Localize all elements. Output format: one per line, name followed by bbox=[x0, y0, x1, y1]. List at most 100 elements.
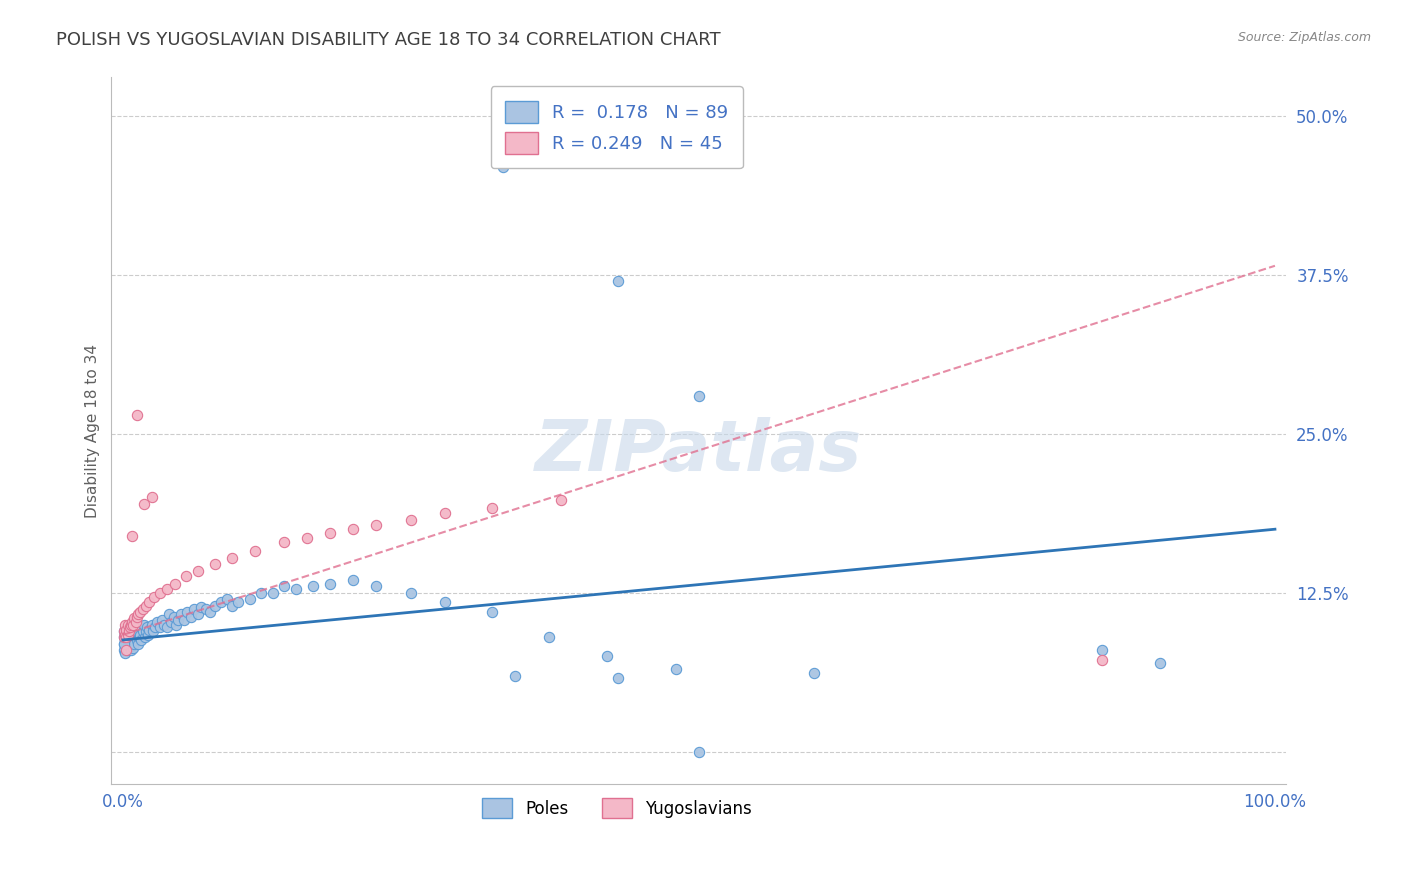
Point bbox=[1091, 643, 1114, 657]
Point bbox=[160, 615, 183, 629]
Point bbox=[135, 624, 157, 638]
Point bbox=[115, 640, 138, 655]
Point bbox=[688, 745, 710, 759]
Point bbox=[115, 643, 138, 657]
Point bbox=[118, 620, 141, 634]
Point bbox=[112, 631, 135, 645]
Point bbox=[117, 617, 139, 632]
Point bbox=[114, 632, 136, 647]
Point bbox=[167, 613, 190, 627]
Point bbox=[124, 611, 146, 625]
Point bbox=[153, 617, 176, 632]
Point bbox=[122, 632, 145, 647]
Point bbox=[138, 623, 160, 637]
Point bbox=[115, 631, 138, 645]
Point bbox=[1149, 656, 1171, 670]
Point bbox=[143, 590, 166, 604]
Point bbox=[115, 631, 138, 645]
Point bbox=[129, 628, 152, 642]
Point bbox=[124, 637, 146, 651]
Point bbox=[118, 631, 141, 645]
Point bbox=[665, 662, 688, 676]
Point bbox=[121, 615, 143, 629]
Point bbox=[131, 632, 153, 647]
Point bbox=[112, 637, 135, 651]
Point bbox=[117, 628, 139, 642]
Point bbox=[141, 491, 163, 505]
Point bbox=[115, 623, 138, 637]
Point bbox=[131, 624, 153, 638]
Point bbox=[399, 513, 422, 527]
Point bbox=[122, 617, 145, 632]
Point bbox=[117, 632, 139, 647]
Point bbox=[112, 624, 135, 638]
Point bbox=[121, 528, 143, 542]
Point bbox=[125, 408, 148, 422]
Point bbox=[342, 522, 364, 536]
Point bbox=[118, 624, 141, 638]
Point bbox=[215, 592, 238, 607]
Point bbox=[114, 646, 136, 660]
Point bbox=[200, 605, 222, 619]
Point bbox=[156, 582, 179, 596]
Point bbox=[120, 617, 142, 632]
Point bbox=[121, 631, 143, 645]
Point bbox=[134, 631, 156, 645]
Point bbox=[118, 640, 141, 655]
Point bbox=[183, 602, 205, 616]
Point bbox=[163, 577, 186, 591]
Point bbox=[132, 617, 155, 632]
Point bbox=[302, 579, 325, 593]
Point bbox=[1091, 653, 1114, 667]
Point bbox=[112, 631, 135, 645]
Point bbox=[117, 643, 139, 657]
Point bbox=[273, 535, 295, 549]
Point bbox=[125, 632, 148, 647]
Point bbox=[146, 615, 169, 629]
Point bbox=[538, 631, 561, 645]
Point bbox=[481, 500, 503, 515]
Point bbox=[209, 595, 232, 609]
Point bbox=[121, 640, 143, 654]
Point bbox=[284, 582, 307, 596]
Text: Source: ZipAtlas.com: Source: ZipAtlas.com bbox=[1237, 31, 1371, 45]
Point bbox=[174, 569, 197, 583]
Point bbox=[297, 531, 319, 545]
Point bbox=[124, 615, 146, 629]
Point bbox=[319, 577, 342, 591]
Point bbox=[114, 628, 136, 642]
Point bbox=[162, 610, 184, 624]
Point bbox=[221, 599, 243, 613]
Point bbox=[138, 595, 160, 609]
Point bbox=[262, 586, 284, 600]
Point bbox=[190, 599, 212, 614]
Point bbox=[688, 388, 710, 402]
Point bbox=[149, 620, 172, 634]
Point bbox=[250, 586, 273, 600]
Point bbox=[112, 637, 135, 651]
Point bbox=[187, 607, 209, 622]
Point bbox=[366, 518, 388, 533]
Point bbox=[129, 605, 152, 619]
Point bbox=[122, 640, 145, 655]
Point bbox=[136, 628, 159, 642]
Point bbox=[112, 643, 135, 657]
Point bbox=[194, 602, 217, 616]
Point bbox=[434, 506, 457, 520]
Point bbox=[366, 579, 388, 593]
Point bbox=[120, 643, 142, 657]
Text: ZIPatlas: ZIPatlas bbox=[536, 417, 863, 486]
Point bbox=[142, 624, 165, 638]
Point bbox=[143, 620, 166, 634]
Point bbox=[342, 573, 364, 587]
Point bbox=[550, 492, 572, 507]
Point bbox=[169, 607, 191, 622]
Point bbox=[114, 628, 136, 642]
Point bbox=[399, 586, 422, 600]
Y-axis label: Disability Age 18 to 34: Disability Age 18 to 34 bbox=[86, 343, 100, 517]
Point bbox=[180, 610, 202, 624]
Point bbox=[120, 632, 142, 647]
Point bbox=[118, 637, 141, 651]
Point bbox=[125, 610, 148, 624]
Point bbox=[156, 620, 179, 634]
